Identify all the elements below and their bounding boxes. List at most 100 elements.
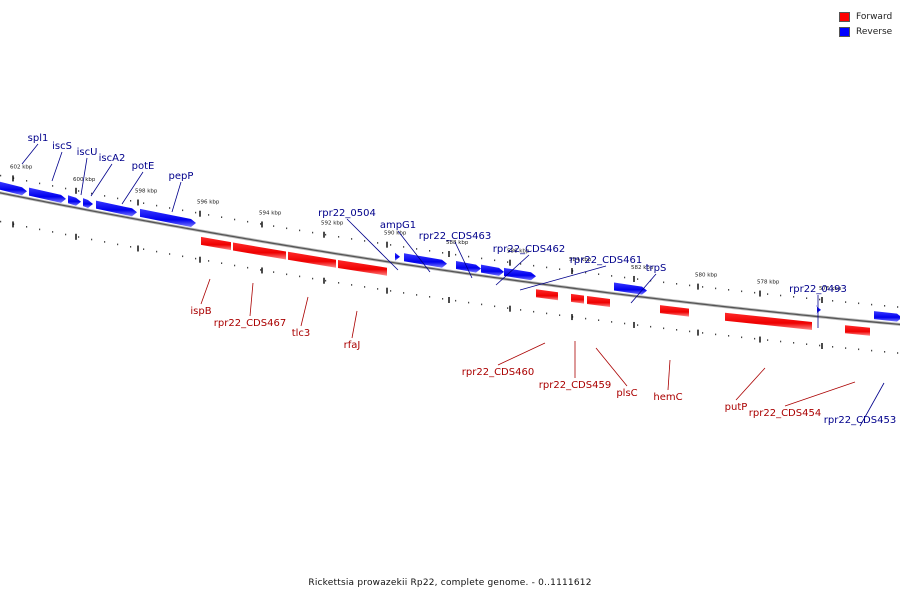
dot: [494, 305, 496, 308]
dot: [455, 253, 457, 256]
dot: [650, 325, 652, 328]
forward-leader-3: [351, 310, 358, 339]
reverse-gene-label-0: spl1: [28, 133, 49, 144]
reverse-leader-13: [859, 382, 885, 427]
dot: [546, 266, 548, 269]
dot: [520, 309, 522, 311]
forward-gene-label-9: rpr22_CDS454: [749, 408, 821, 419]
dot: [91, 192, 93, 195]
reverse-gene-1: [29, 187, 66, 203]
reverse-gene-label-2: iscU: [77, 147, 98, 158]
dot: [143, 248, 145, 250]
forward-gene-label-0: ispB: [190, 306, 211, 317]
dot: [299, 275, 301, 278]
legend-item-forward: Forward: [839, 9, 892, 24]
dot: [169, 207, 171, 209]
reverse-gene-label-13: rpr22_CDS453: [824, 415, 896, 426]
reverse-gene-label-10: rpr22_CDS461: [570, 255, 642, 266]
dot: [715, 333, 717, 336]
forward-leader-7: [667, 359, 671, 391]
dot: [884, 305, 886, 307]
tick-label: 582 kbp: [631, 265, 654, 271]
dot: [26, 226, 28, 228]
dot: [819, 344, 821, 347]
dot: [260, 269, 262, 271]
dot: [780, 294, 782, 297]
tick-label: 600 kbp: [73, 177, 96, 183]
forward-gene-6: [587, 296, 610, 307]
dot: [793, 296, 795, 298]
dot: [676, 283, 678, 285]
dot: [429, 296, 431, 298]
reverse-leader-8: [454, 241, 473, 279]
reverse-leader-10: [519, 265, 607, 291]
reverse-gene-9: [481, 264, 504, 276]
reverse-gene-8: [456, 261, 481, 273]
forward-leader-8: [735, 367, 766, 401]
dot: [754, 291, 756, 294]
dots-upper: [0, 174, 899, 308]
reverse-gene-7: [404, 253, 447, 268]
reverse-gene-2: [68, 195, 81, 206]
genome-axis: [0, 191, 900, 326]
dot: [611, 321, 613, 323]
tick-label: 584 kbp: [569, 257, 592, 263]
reverse-leader-3: [90, 163, 113, 197]
legend: Forward Reverse: [839, 9, 892, 39]
tick-label: 588 kbp: [446, 240, 469, 246]
dot: [78, 190, 80, 192]
forward-gene-7: [660, 305, 689, 317]
reverse-gene-10: [504, 267, 536, 281]
dot: [559, 314, 561, 316]
dot: [481, 303, 483, 306]
dot: [442, 298, 444, 300]
reverse-gene-4: [96, 200, 137, 217]
dot: [0, 174, 2, 177]
forward-leader-9: [784, 381, 856, 407]
forward-leader-6: [595, 347, 628, 387]
dot: [273, 225, 275, 227]
forward-gene-1: [233, 242, 286, 260]
reverse-leader-5: [171, 181, 182, 213]
dot: [52, 185, 54, 187]
reverse-gene-0: [0, 181, 27, 196]
dot: [897, 352, 899, 354]
forward-gene-0: [201, 236, 231, 251]
dot: [351, 284, 353, 286]
dot: [377, 288, 379, 290]
dot: [390, 244, 392, 246]
dot: [117, 243, 119, 246]
dot: [39, 228, 41, 231]
dot: [507, 261, 509, 263]
dot: [403, 292, 405, 294]
dot: [351, 238, 353, 240]
reverse-leader-0: [21, 143, 39, 165]
forward-gene-2: [288, 251, 336, 268]
dot: [416, 294, 418, 296]
dot: [845, 301, 847, 303]
dot: [299, 229, 301, 232]
map-caption: Rickettsia prowazekii Rp22, complete gen…: [308, 578, 592, 588]
dot: [260, 223, 262, 225]
dot: [767, 339, 769, 341]
reverse-gene-label-7: ampG1: [380, 220, 416, 231]
dot: [247, 266, 249, 269]
tick-label: 592 kbp: [321, 221, 344, 227]
forward-gene-9: [845, 325, 870, 336]
dot: [663, 327, 665, 330]
dot: [481, 257, 483, 260]
dot: [806, 297, 808, 299]
reverse-gene-label-4: potE: [132, 161, 155, 172]
dot: [208, 260, 210, 262]
dot: [338, 282, 340, 284]
dot: [741, 336, 743, 339]
legend-label-forward: Forward: [856, 11, 893, 22]
reverse-gene-label-8: rpr22_CDS463: [419, 231, 491, 242]
forward-leader-4: [497, 342, 546, 366]
dot: [637, 324, 639, 326]
dot: [858, 348, 860, 351]
dot: [221, 262, 223, 264]
reverse-gene-label-1: iscS: [52, 141, 72, 152]
